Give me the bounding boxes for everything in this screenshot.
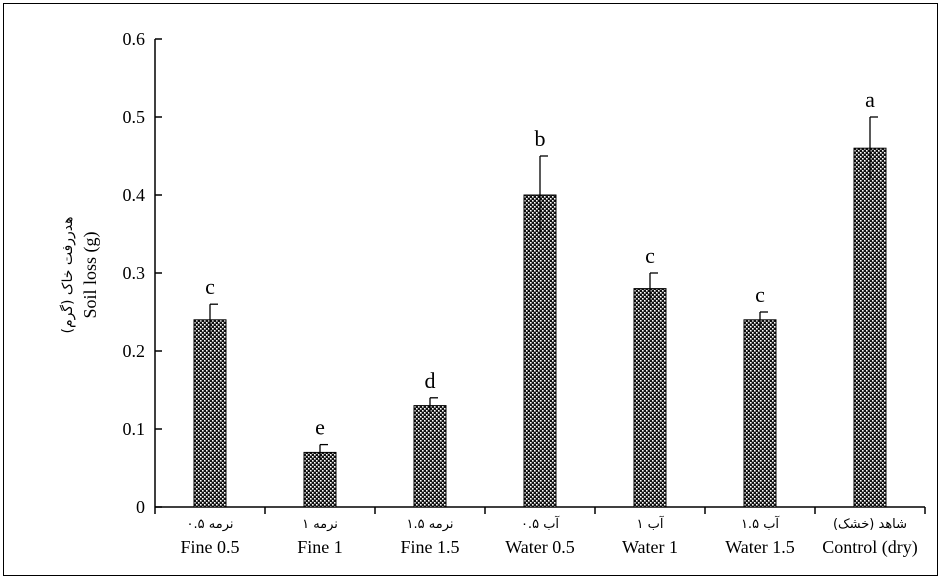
significance-letter: a [865,87,875,112]
bar [303,451,337,508]
x-category-label: Water 1.5 [725,537,795,557]
significance-letter: d [425,368,436,393]
bar [193,319,227,508]
x-category-label: Fine 1 [297,537,343,557]
x-category-label-fa: نرمه ۱ [302,517,338,532]
y-tick-label: 0.6 [123,29,146,49]
x-category-label: Water 0.5 [505,537,575,557]
x-category-label-fa: نرمه ۰.۵ [187,517,234,532]
significance-letter: c [755,282,765,307]
y-tick-label: 0.4 [123,185,146,205]
bar [743,319,777,508]
y-tick-label: 0.5 [123,107,146,127]
y-axis-label: Soil loss (g) [80,231,101,318]
bar [853,147,887,508]
x-category-label-fa: آب ۱.۵ [741,515,780,532]
bar [633,288,667,508]
y-tick-label: 0.3 [123,263,146,283]
x-category-label: Control (dry) [822,537,917,558]
y-tick-label: 0.2 [123,341,146,361]
axes: 0 0.1 0.2 0.3 0.4 0.5 0.6 نرمه ۰.۵ Fine 0.5 نرمه … [123,29,926,558]
bars-group: c e d b c c a [193,87,887,508]
significance-letter: b [535,126,546,151]
y-axis-label-fa: هدررفت خاک (گرم) [59,216,76,333]
x-category-label: Fine 1.5 [400,537,459,557]
significance-letter: c [645,243,655,268]
y-tick-label: 0 [136,497,145,517]
x-category-label-fa: نرمه ۱.۵ [407,517,454,532]
significance-letter: c [205,274,215,299]
x-category-label: Fine 0.5 [180,537,239,557]
chart-frame [3,3,938,576]
x-category-label-fa: آب ۱ [637,515,665,532]
x-category-label-fa: آب ۰.۵ [521,515,560,532]
bar [413,405,447,508]
x-category-label-fa: شاهد (خشک) [833,517,907,532]
x-category-label: Water 1 [622,537,678,557]
significance-letter: e [315,415,325,440]
bar [523,194,557,508]
y-tick-label: 0.1 [123,419,146,439]
